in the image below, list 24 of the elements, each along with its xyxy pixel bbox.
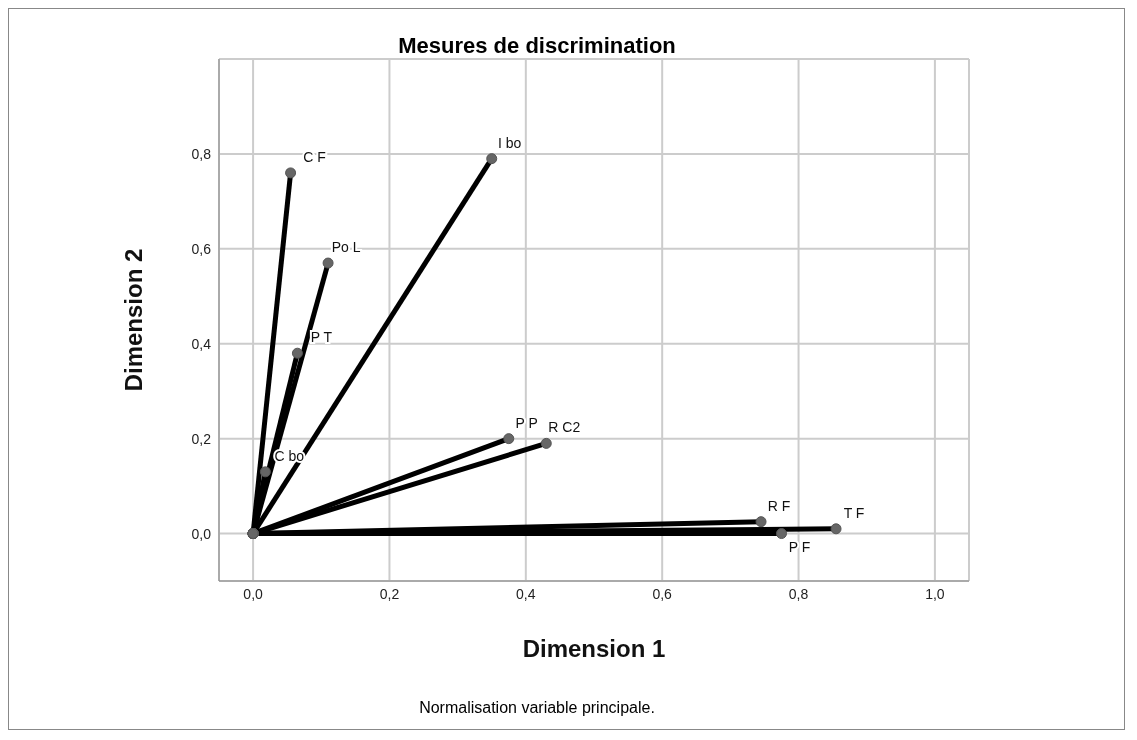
chart-title: Mesures de discrimination	[397, 33, 677, 59]
y-tick-label: 0,6	[191, 240, 212, 257]
annotation: T F	[843, 504, 865, 521]
annotation: P T	[310, 329, 333, 346]
x-tick-label: 0,6	[652, 585, 673, 602]
x-tick-label: 0,0	[243, 585, 264, 602]
y-tick-label: 0,8	[191, 145, 212, 162]
x-tick-label: 0,2	[379, 585, 400, 602]
annotation: R C2	[548, 419, 581, 436]
annotation: C F	[303, 148, 326, 165]
x-tick-label: 0,8	[788, 585, 809, 602]
y-tick-label: 0,4	[191, 335, 212, 352]
annotation: Po L	[331, 239, 361, 256]
x-tick-label: 0,4	[516, 585, 536, 602]
y-axis-title: Dimension 2	[119, 248, 147, 392]
x-axis-title: Dimension 1	[522, 635, 666, 662]
y-tick-label: 0,0	[191, 525, 212, 542]
annotation: P P	[515, 414, 538, 431]
x-tick-label: 1,0	[925, 585, 945, 602]
annotation: P F	[788, 539, 811, 556]
y-tick-label: 0,2	[191, 430, 212, 447]
annotation: R F	[767, 497, 791, 514]
annotation: I bo	[498, 134, 522, 151]
text: Normalisation variable principale.	[418, 699, 656, 717]
